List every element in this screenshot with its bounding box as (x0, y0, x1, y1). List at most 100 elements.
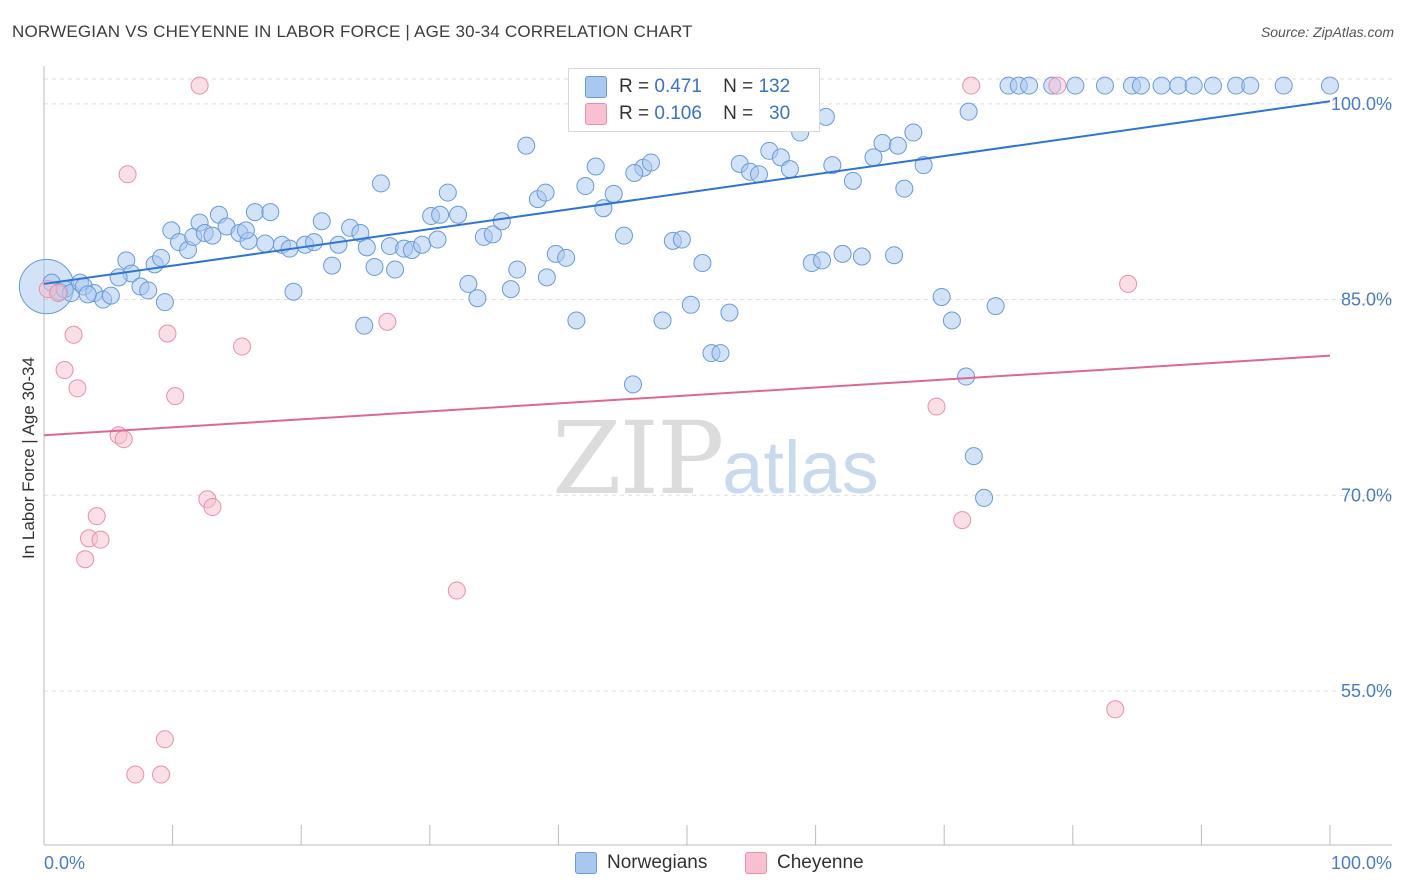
norwegians-point (885, 246, 904, 265)
norwegians-point (459, 274, 478, 293)
norwegians-point (576, 177, 595, 196)
norwegians-point (449, 205, 468, 224)
norwegians-point (942, 311, 961, 330)
norwegians-point (517, 136, 536, 155)
norwegians-point (203, 226, 222, 245)
norwegians-point (537, 268, 556, 287)
norwegians-point (957, 367, 976, 386)
norwegians-point (536, 183, 555, 202)
r-label: R = (619, 76, 650, 97)
norwegians-point (101, 286, 120, 305)
norwegians-point (895, 179, 914, 198)
norwegians-point (625, 163, 644, 182)
x-tick-label: 0.0% (44, 853, 85, 873)
norwegians-point (428, 230, 447, 249)
norwegians-point (681, 295, 700, 314)
norwegians-point (586, 157, 605, 176)
norwegians-point (109, 268, 128, 287)
cheyenne-point (166, 387, 185, 406)
norwegians-point (261, 203, 280, 222)
y-tick-label: 70.0% (1341, 485, 1392, 505)
cheyenne-point (378, 312, 397, 331)
norwegians-point (431, 205, 450, 224)
legend-item-cheyenne[interactable]: Cheyenne (745, 852, 864, 874)
cheyenne-point (190, 76, 209, 95)
norwegians-point (623, 375, 642, 394)
cheyenne-point (87, 507, 106, 526)
cheyenne-point (118, 165, 137, 184)
norwegians-point (1152, 76, 1171, 95)
norwegians-point (653, 311, 672, 330)
cheyenne-point (203, 498, 222, 517)
norwegians-point (1095, 76, 1114, 95)
norwegians-point (152, 248, 171, 267)
cheyenne-trendline (43, 354, 1331, 437)
legend-item-norwegians[interactable]: Norwegians (575, 852, 707, 874)
stats-legend: R = 0.471 N = 132 R = 0.106 N = 30 (568, 68, 820, 132)
norwegians-point (1321, 76, 1339, 95)
cheyenne-point (76, 550, 95, 569)
stats-row-norwegians: R = 0.471 N = 132 (585, 75, 790, 99)
series-legend: Norwegians Cheyenne (0, 852, 1406, 876)
norwegians-point (873, 133, 892, 152)
cheyenne-point (1119, 274, 1138, 293)
n-label: N = (723, 76, 754, 97)
n-value: 132 (758, 76, 791, 97)
norwegians-point (672, 230, 691, 249)
norwegians-point (312, 212, 331, 231)
norwegians-point (1131, 76, 1150, 95)
norwegians-point (256, 234, 275, 253)
cheyenne-point (114, 430, 133, 449)
r-value: 0.471 (654, 76, 702, 97)
norwegians-trendline (43, 100, 1331, 285)
norwegians-point (959, 102, 978, 121)
norwegians-point (604, 184, 623, 203)
norwegians-point (413, 235, 432, 254)
norwegians-point (1241, 76, 1260, 95)
cheyenne-point (953, 511, 972, 530)
n-value: 30 (769, 103, 791, 124)
norwegians-point (594, 199, 613, 218)
norwegians-point (888, 136, 907, 155)
stats-row-cheyenne: R = 0.106 N = 30 (585, 102, 790, 126)
norwegians-point (711, 344, 730, 363)
norwegians-point (305, 233, 324, 252)
norwegians-point (139, 281, 158, 300)
norwegians-point (323, 256, 342, 275)
r-value: 0.106 (654, 103, 702, 124)
norwegians-point (78, 285, 97, 304)
y-tick-label: 85.0% (1341, 290, 1392, 310)
norwegians-point (833, 244, 852, 263)
cheyenne-point (126, 765, 145, 784)
norwegians-point (1203, 76, 1222, 95)
norwegians-point (567, 311, 586, 330)
y-axis-label: In Labor Force | Age 30-34 (19, 357, 38, 559)
watermark: ZIPatlas (552, 400, 879, 517)
norwegians-point (932, 287, 951, 306)
legend-label-norwegians: Norwegians (607, 852, 708, 873)
norwegians-point (508, 260, 527, 279)
r-label: R = (619, 103, 650, 124)
source-label: Source: ZipAtlas.com (1260, 24, 1394, 40)
norwegians-point (693, 254, 712, 273)
n-label: N = (723, 103, 754, 124)
norwegians-point (904, 123, 923, 142)
legend-label-cheyenne: Cheyenne (777, 852, 864, 873)
norwegians-swatch (585, 76, 607, 98)
cheyenne-point (1106, 700, 1125, 719)
norwegians-point (492, 212, 511, 231)
cheyenne-point (152, 765, 171, 784)
norwegians-point (641, 153, 660, 172)
chart-title: NORWEGIAN VS CHEYENNE IN LABOR FORCE | A… (12, 22, 693, 41)
norwegians-point (1020, 76, 1039, 95)
cheyenne-point (49, 284, 68, 303)
norwegians-point (843, 171, 862, 190)
norwegians-point (750, 165, 769, 184)
norwegians-point (483, 225, 502, 244)
norwegians-point (438, 183, 457, 202)
norwegians-point (852, 247, 871, 266)
norwegians-point (236, 221, 255, 240)
cheyenne-point (158, 324, 177, 343)
norwegians-point (780, 160, 799, 179)
